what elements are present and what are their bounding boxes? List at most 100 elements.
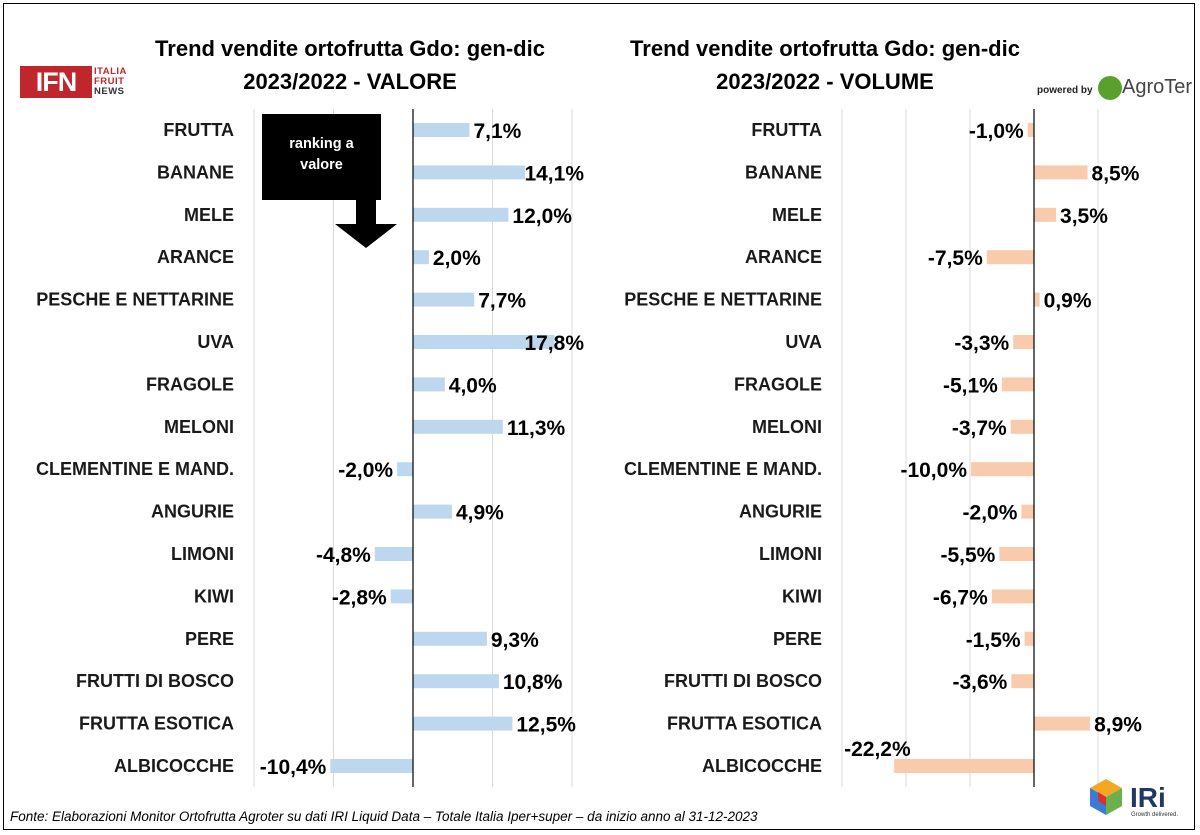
valore-bar [413, 716, 513, 731]
valore-value-label: -2,0% [338, 459, 393, 482]
ranking-annotation-box [262, 114, 381, 200]
valore-value-label: -4,8% [316, 544, 371, 567]
valore-value-label: 17,8% [524, 332, 584, 355]
valore-bar [390, 589, 413, 604]
valore-bar [374, 547, 413, 561]
valore-bar [413, 631, 487, 646]
volume-value-label: -3,6% [952, 671, 1007, 694]
valore-bar [413, 335, 555, 349]
volume-category-label: ANGURIE [739, 502, 822, 522]
volume-value-label: -22,2% [844, 738, 911, 761]
volume-bar [971, 462, 1034, 477]
iri-logo-tagline: Growth delivered. [1131, 812, 1179, 818]
valore-value-label: 10,8% [503, 671, 563, 694]
volume-value-label: -10,0% [900, 459, 967, 482]
volume-bar [1013, 335, 1034, 349]
volume-value-label: -5,1% [943, 374, 998, 397]
valore-bar [413, 165, 526, 180]
volume-value-label: -6,7% [933, 586, 988, 609]
iri-logo: IRi Growth delivered. [1088, 778, 1188, 823]
volume-bar [1024, 631, 1034, 646]
volume-category-label: PESCHE E NETTARINE [624, 290, 822, 310]
iri-logo-text: IRi [1130, 782, 1166, 813]
volume-bar [1027, 123, 1034, 137]
volume-category-label: LIMONI [759, 544, 822, 564]
volume-value-label: 8,9% [1094, 714, 1142, 737]
valore-value-label: -10,4% [260, 756, 327, 779]
volume-category-label: ARANCE [745, 247, 822, 267]
valore-category-label: CLEMENTINE E MAND. [36, 459, 234, 479]
ranking-annotation-line1: ranking a [289, 136, 354, 152]
valore-category-label: ARANCE [157, 247, 234, 267]
volume-bar [1034, 716, 1091, 731]
volume-bar [1034, 292, 1040, 307]
valore-category-label: UVA [197, 332, 234, 352]
volume-bar [1034, 207, 1057, 222]
volume-category-label: FRUTTA [751, 120, 822, 140]
volume-value-label: -2,0% [963, 502, 1018, 525]
valore-value-label: 14,1% [524, 162, 584, 185]
valore-bar [413, 674, 499, 689]
valore-category-label: MELE [184, 205, 234, 225]
iri-cube-icon [1090, 779, 1122, 815]
volume-value-label: -3,7% [952, 417, 1007, 440]
volume-category-label: MELONI [752, 417, 822, 437]
volume-bar [999, 547, 1034, 561]
volume-value-label: 3,5% [1060, 205, 1108, 228]
volume-category-label: BANANE [745, 162, 822, 182]
volume-category-label: FRUTTA ESOTICA [667, 714, 822, 734]
valore-value-label: 12,0% [512, 205, 572, 228]
valore-value-label: 7,7% [478, 290, 526, 313]
valore-category-label: FRUTTA ESOTICA [79, 714, 234, 734]
valore-category-label: PESCHE E NETTARINE [36, 290, 234, 310]
valore-category-label: ANGURIE [151, 502, 234, 522]
volume-bar [1021, 504, 1034, 519]
volume-bar [986, 250, 1034, 265]
valore-bar [413, 377, 445, 392]
volume-value-label: -1,0% [969, 120, 1024, 143]
chart-title-volume: Trend vendite ortofrutta Gdo: gen-dic 20… [600, 32, 1050, 98]
valore-category-label: MELONI [164, 417, 234, 437]
volume-bar [1011, 674, 1034, 689]
volume-value-label: -3,3% [954, 332, 1009, 355]
valore-value-label: 9,3% [491, 629, 539, 652]
valore-value-label: 4,0% [449, 374, 497, 397]
ifn-logo-mark: IFN [20, 66, 92, 98]
volume-category-label: CLEMENTINE E MAND. [624, 459, 822, 479]
volume-category-label: KIWI [782, 586, 822, 606]
valore-bar [413, 419, 503, 434]
valore-category-label: BANANE [157, 162, 234, 182]
volume-bar [991, 589, 1034, 604]
volume-category-label: ALBICOCCHE [702, 756, 822, 776]
agroter-logo: AgroTer [1122, 76, 1193, 98]
chart-title-volume-line1: Trend vendite ortofrutta Gdo: gen-dic [630, 36, 1020, 61]
volume-bar [1010, 419, 1034, 434]
valore-bar [413, 292, 475, 307]
ranking-annotation-text: ranking a valore [262, 134, 381, 176]
valore-category-label: ALBICOCCHE [114, 756, 234, 776]
valore-bar [413, 504, 452, 519]
valore-category-label: FRUTTI DI BOSCO [76, 671, 234, 691]
volume-bar [894, 759, 1034, 773]
volume-category-label: UVA [785, 332, 822, 352]
volume-category-label: FRUTTI DI BOSCO [664, 671, 822, 691]
source-footnote: Fonte: Elaborazioni Monitor Ortofrutta A… [10, 809, 758, 824]
valore-value-label: 2,0% [433, 247, 481, 270]
chart-frame [3, 3, 1195, 830]
valore-bar [413, 250, 429, 265]
volume-category-label: FRAGOLE [734, 374, 822, 394]
valore-category-label: LIMONI [171, 544, 234, 564]
valore-bar [413, 207, 509, 222]
volume-value-label: -5,5% [940, 544, 995, 567]
valore-bar [413, 123, 470, 137]
volume-value-label: -1,5% [966, 629, 1021, 652]
chart-title-valore-line1: Trend vendite ortofrutta Gdo: gen-dic [155, 36, 545, 61]
agroter-logo-icon [1098, 76, 1122, 100]
volume-category-label: MELE [772, 205, 822, 225]
volume-value-label: 8,5% [1092, 162, 1140, 185]
volume-bar [1001, 377, 1034, 392]
chart-title-valore-line2: 2023/2022 - VALORE [243, 69, 457, 94]
valore-value-label: 4,9% [456, 502, 504, 525]
valore-value-label: 7,1% [473, 120, 521, 143]
